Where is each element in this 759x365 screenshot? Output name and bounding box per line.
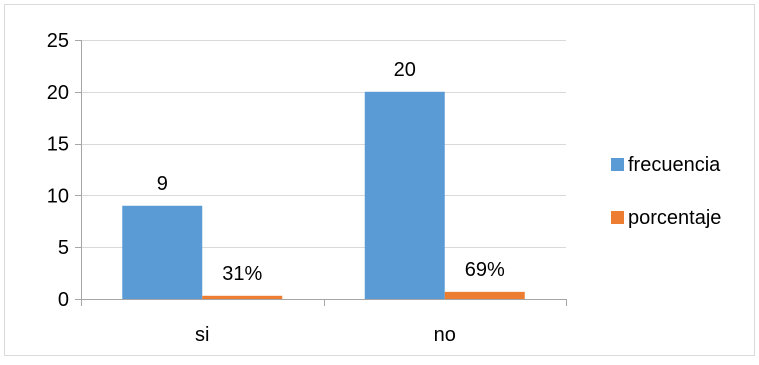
y-tick-label: 20 <box>47 82 69 104</box>
y-tick-label: 0 <box>58 289 69 311</box>
legend-label-porcentaje: porcentaje <box>628 207 721 229</box>
bar-frecuencia-no <box>364 91 445 299</box>
bar-porcentaje-si <box>202 295 283 299</box>
legend: frecuencia porcentaje <box>611 154 721 229</box>
x-tick-label: no <box>434 324 456 346</box>
legend-label-frecuencia: frecuencia <box>628 154 721 176</box>
y-tick-label: 5 <box>58 237 69 259</box>
data-labels-group: 9 31% 20 69% <box>157 59 505 285</box>
axes-group: 0 5 10 15 20 25 si no <box>47 30 567 346</box>
bars-group <box>122 91 525 299</box>
data-label: 9 <box>157 173 168 195</box>
legend-swatch-porcentaje <box>611 211 624 224</box>
y-tick-label: 25 <box>47 30 69 52</box>
data-label: 20 <box>394 59 416 81</box>
data-label: 31% <box>222 263 262 285</box>
y-tick-label: 15 <box>47 134 69 156</box>
y-tick-label: 10 <box>47 185 69 207</box>
data-label: 69% <box>465 259 505 281</box>
bar-porcentaje-no <box>444 291 525 299</box>
bar-frecuencia-si <box>122 205 203 299</box>
x-tick-label: si <box>195 324 209 346</box>
legend-swatch-frecuencia <box>611 158 624 171</box>
